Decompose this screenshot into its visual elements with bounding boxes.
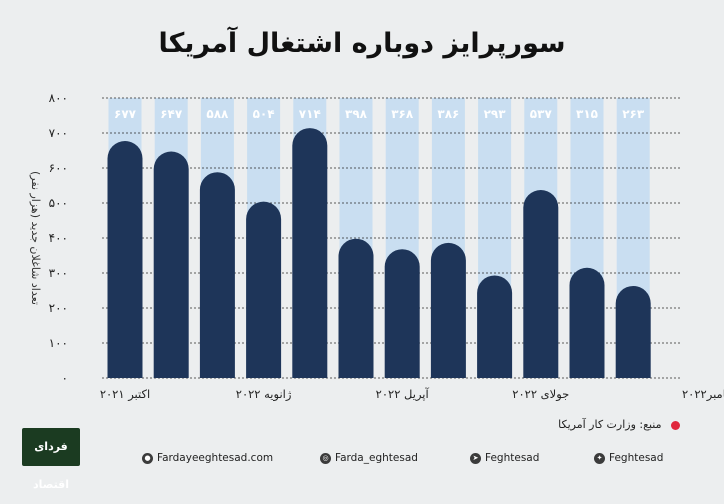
- footer-telegram[interactable]: ➤ Feghtesad: [470, 452, 539, 464]
- x-tick-label: جولای ۲۰۲۲: [512, 387, 569, 402]
- footer-website[interactable]: ● Fardayeeghtesad.com: [142, 452, 273, 464]
- data-label: ۲۹۳: [484, 107, 507, 121]
- source-dot-icon: [671, 420, 680, 430]
- footer-twitter-text: Feghtesad: [609, 452, 664, 464]
- page-title: سورپرایز دوباره اشتغال آمریکا: [158, 28, 566, 59]
- data-label: ۳۱۵: [576, 107, 598, 121]
- data-label: ۶۷۷: [114, 107, 137, 121]
- y-tick-label: ۶۰۰: [49, 161, 68, 175]
- data-label: ۳۶۸: [391, 107, 414, 121]
- y-tick-label: ۲۰۰: [49, 301, 68, 315]
- data-label: ۲۶۳: [622, 107, 645, 121]
- bar: [615, 285, 651, 378]
- bar: [523, 190, 559, 378]
- y-tick-label: ۱۰۰: [49, 336, 68, 350]
- y-tick-label: ۴۰۰: [49, 231, 68, 245]
- data-label: ۳۸۶: [437, 107, 459, 121]
- bar: [338, 238, 374, 378]
- footer-telegram-text: Feghtesad: [485, 452, 540, 464]
- twitter-icon: ✦: [594, 452, 605, 464]
- bar: [292, 128, 328, 378]
- source-note: منبع: وزارت کار آمریکا: [520, 418, 680, 431]
- y-tick-label: ۵۰۰: [49, 196, 68, 210]
- bar: [430, 242, 466, 378]
- footer-instagram[interactable]: ◎ Farda_eghtesad: [320, 452, 418, 464]
- bar-chart: ۰ ۱۰۰ ۲۰۰ ۳۰۰ ۴۰۰ ۵۰۰ ۶۰۰ ۷۰۰ ۸۰۰ ۶۷۷ ۶۴۷ ۵۸۸ ۵۰۴ ۷۱۴…: [29, 91, 724, 402]
- y-tick-label: ۸۰۰: [49, 91, 68, 105]
- globe-icon: ●: [142, 452, 153, 464]
- data-label: ۷۱۴: [299, 107, 321, 121]
- data-label: ۵۳۷: [530, 107, 553, 121]
- y-tick-label: ۰: [62, 371, 68, 385]
- footer-website-text: Fardayeeghtesad.com: [157, 452, 274, 464]
- bar: [199, 172, 235, 378]
- footer-twitter[interactable]: ✦ Feghtesad: [594, 452, 663, 464]
- y-tick-label: ۳۰۰: [49, 266, 68, 280]
- bar: [569, 267, 605, 378]
- x-tick-label: اکتبر ۲۰۲۱: [100, 387, 150, 402]
- data-label: ۵۰۴: [253, 107, 275, 121]
- data-label: ۳۹۸: [345, 107, 368, 121]
- bar: [246, 201, 282, 378]
- footer-instagram-text: Farda_eghtesad: [335, 452, 418, 464]
- x-tick-label: سپتامبر۲۰۲۲: [682, 387, 724, 402]
- y-axis-title: تعداد شاغلان جدید (هزار نفر): [29, 171, 42, 305]
- bar: [477, 275, 513, 378]
- x-tick-label: ژانویه ۲۰۲۲: [236, 387, 292, 402]
- y-tick-label: ۷۰۰: [49, 126, 68, 140]
- x-tick-label: آپریل ۲۰۲۲: [376, 387, 430, 402]
- bar: [153, 151, 189, 378]
- bar: [384, 249, 420, 378]
- footer: ● Fardayeeghtesad.com ◎ Farda_eghtesad ➤…: [0, 446, 724, 476]
- instagram-icon: ◎: [320, 452, 331, 464]
- data-label: ۵۸۸: [206, 107, 229, 121]
- telegram-icon: ➤: [470, 452, 481, 464]
- data-label: ۶۴۷: [160, 107, 183, 121]
- source-text: منبع: وزارت کار آمریکا: [558, 418, 662, 431]
- bar: [107, 141, 143, 378]
